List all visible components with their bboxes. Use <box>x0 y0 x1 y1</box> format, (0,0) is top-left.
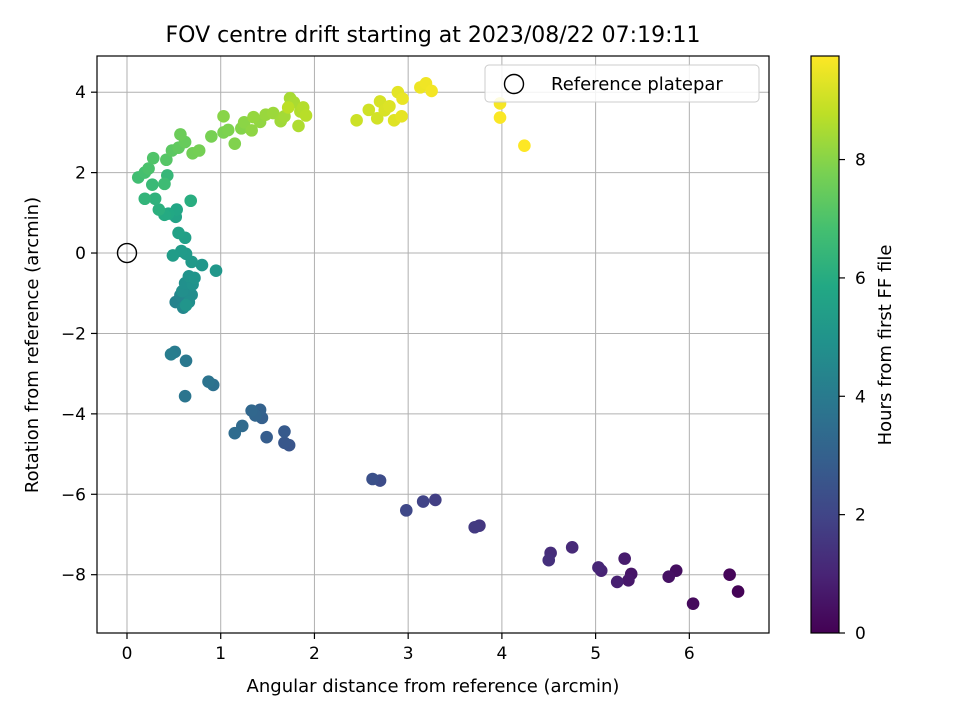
y-axis-ticks: −8 −6 −4 −2 0 2 4 <box>61 83 97 586</box>
data-point <box>425 84 438 98</box>
x-tick-label: 6 <box>684 644 695 664</box>
data-point <box>192 144 206 157</box>
data-point <box>146 151 160 165</box>
data-point <box>174 128 187 141</box>
data-point <box>396 92 409 105</box>
legend-box <box>484 64 760 103</box>
data-point <box>184 194 198 208</box>
y-tick-label: −6 <box>61 485 86 505</box>
data-point <box>299 109 313 122</box>
x-axis-ticks: 0 1 2 3 4 5 6 <box>122 633 695 664</box>
y-tick-label: 0 <box>75 244 86 264</box>
chart-title: FOV centre drift starting at 2023/08/22 … <box>166 23 701 48</box>
y-tick-label: −2 <box>61 324 86 344</box>
data-point <box>395 110 408 123</box>
data-point <box>166 249 180 262</box>
data-point <box>518 139 531 152</box>
colorbar-ticks: 0 2 4 6 8 <box>839 151 866 644</box>
data-point <box>622 574 635 587</box>
data-point <box>188 271 201 285</box>
data-point <box>145 178 159 191</box>
data-points <box>131 77 745 610</box>
x-tick-label: 4 <box>496 644 507 664</box>
x-tick-label: 1 <box>215 644 226 664</box>
data-point <box>266 106 280 120</box>
data-point <box>278 425 291 438</box>
data-point <box>370 112 384 125</box>
x-tick-label: 2 <box>309 644 320 664</box>
data-point <box>152 203 166 216</box>
data-point <box>142 162 155 175</box>
data-point <box>281 101 295 114</box>
data-point <box>292 119 305 133</box>
x-tick-label: 3 <box>403 644 414 664</box>
data-point <box>217 110 230 123</box>
x-axis-label: Angular distance from reference (arcmin) <box>247 676 620 697</box>
data-point <box>565 541 579 554</box>
data-point <box>148 192 162 206</box>
y-tick-label: −8 <box>61 566 86 586</box>
reference-point <box>116 242 138 264</box>
y-tick-label: −4 <box>61 405 86 425</box>
x-tick-label: 5 <box>590 644 601 664</box>
colorbar: 0 2 4 6 8 Hours from first FF file <box>810 55 896 644</box>
data-point <box>179 354 193 368</box>
plot-frame <box>96 55 770 634</box>
colorbar-tick-label: 2 <box>855 506 866 526</box>
data-point <box>245 404 258 417</box>
data-point <box>195 258 209 272</box>
data-point <box>366 472 379 486</box>
data-point <box>202 375 215 388</box>
legend-label: Reference platepar <box>551 74 723 95</box>
data-point <box>618 552 631 565</box>
data-point <box>416 495 430 508</box>
data-point <box>160 153 173 167</box>
data-point <box>158 177 171 191</box>
data-point <box>429 493 442 507</box>
data-point <box>350 114 363 127</box>
colorbar-tick-label: 6 <box>855 269 866 289</box>
data-point <box>662 570 676 584</box>
data-point <box>172 226 185 240</box>
data-point <box>542 553 556 567</box>
data-point <box>260 430 273 444</box>
data-point <box>228 137 242 150</box>
data-point <box>221 123 235 137</box>
data-point <box>205 130 218 143</box>
data-point <box>138 192 152 206</box>
data-point <box>723 568 736 581</box>
colorbar-tick-label: 4 <box>855 387 866 407</box>
data-point <box>247 110 260 124</box>
data-point <box>179 298 193 312</box>
data-point <box>209 264 223 278</box>
data-point <box>278 436 291 450</box>
data-point <box>164 348 178 361</box>
colorbar-tick-label: 8 <box>855 151 866 171</box>
data-point <box>362 103 376 117</box>
data-point <box>686 597 700 610</box>
data-point <box>178 389 192 403</box>
data-point <box>237 116 251 129</box>
reference-marker <box>116 242 138 264</box>
data-point <box>731 585 745 598</box>
y-tick-label: 2 <box>75 164 86 184</box>
data-point <box>228 426 242 440</box>
legend: Reference platepar <box>484 64 760 103</box>
colorbar-fill <box>810 55 840 634</box>
y-axis-label: Rotation from reference (arcmin) <box>22 197 43 493</box>
data-point <box>592 561 605 574</box>
x-tick-label: 0 <box>122 644 133 664</box>
data-point <box>399 504 413 517</box>
data-point <box>245 124 258 137</box>
y-tick-label: 4 <box>75 83 86 103</box>
legend-marker <box>503 73 525 95</box>
data-point <box>383 99 396 113</box>
colorbar-tick-label: 0 <box>855 624 866 644</box>
grid-lines <box>97 56 769 633</box>
data-point <box>493 111 507 124</box>
data-point <box>610 575 624 589</box>
data-point <box>468 520 482 534</box>
colorbar-label: Hours from first FF file <box>875 245 896 446</box>
